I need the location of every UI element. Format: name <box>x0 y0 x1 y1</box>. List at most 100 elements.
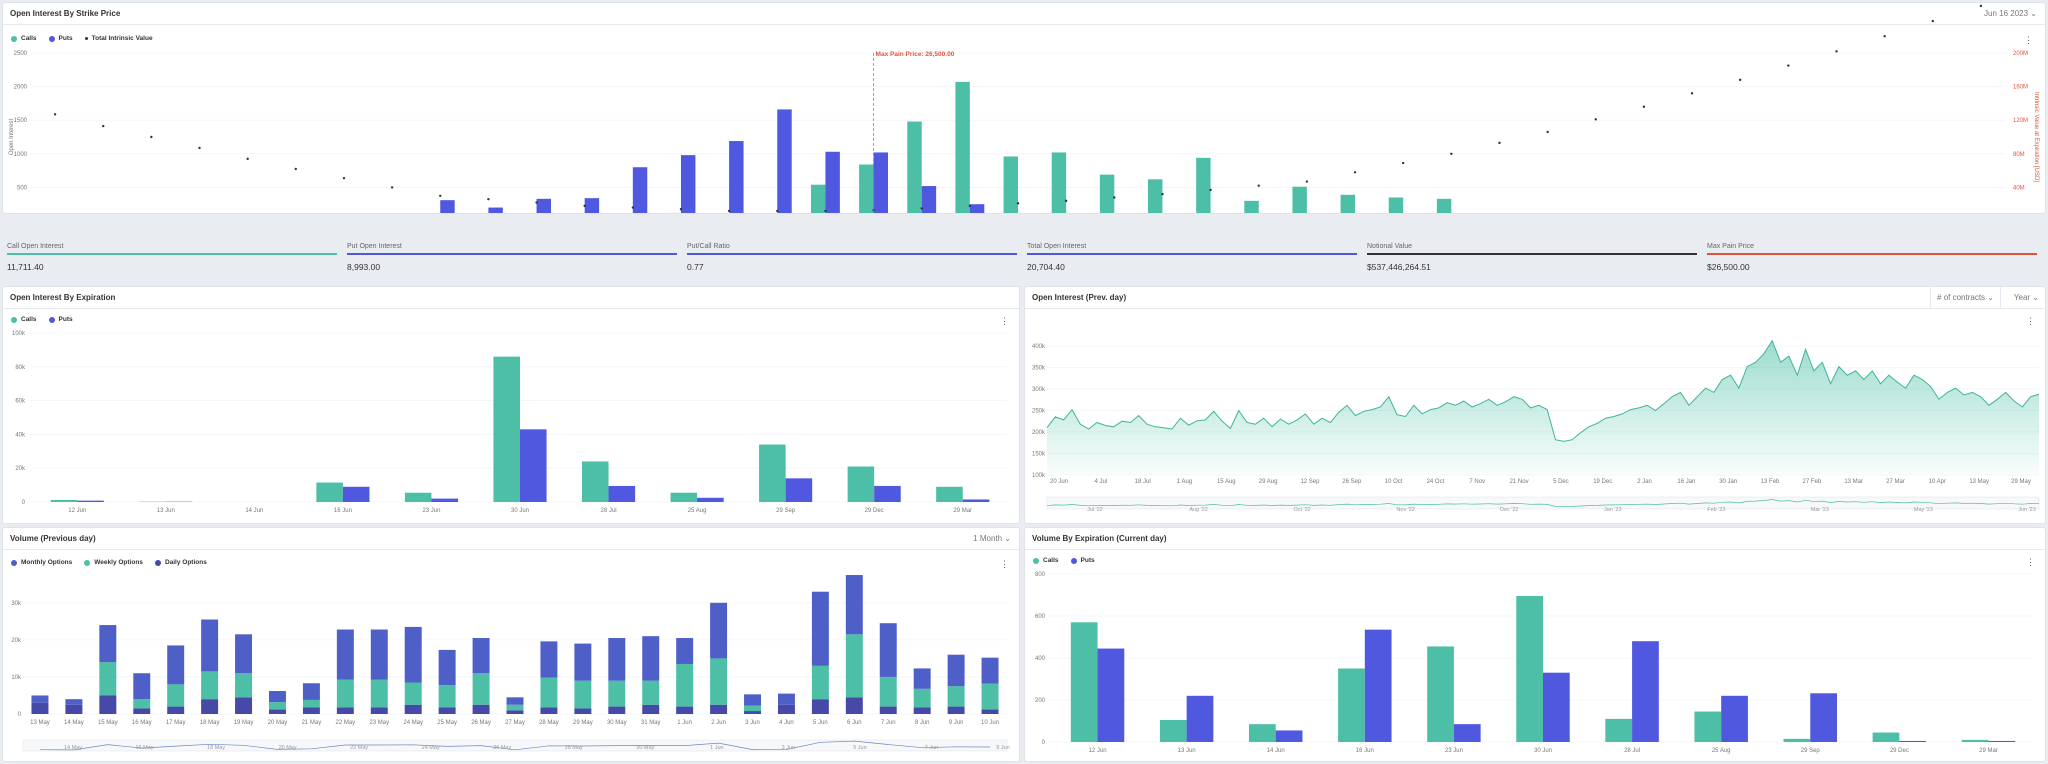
tiv-point <box>294 167 298 171</box>
oi-prev-panel: Open Interest (Prev. day) # of contracts… <box>1024 286 2046 524</box>
bar-daily-options <box>947 654 965 687</box>
oi-exp-x-tick-label: 25 Aug <box>688 508 707 514</box>
expiration-date-selector[interactable]: Jun 16 2023 ⌄ <box>1984 9 2037 18</box>
bar-puts <box>488 207 503 213</box>
legend-item-calls[interactable]: Calls <box>11 35 37 42</box>
strike-y2-tick-label: 200M <box>2013 51 2028 57</box>
oi-exp-x-tick-label: 13 Jun <box>157 508 175 514</box>
bar-calls <box>1436 198 1452 213</box>
bar-daily-options <box>710 602 728 659</box>
legend-item-puts[interactable]: Puts <box>48 35 73 42</box>
oi-prev-x-tick-label: 19 Dec <box>1593 479 1612 485</box>
tiv-point <box>727 209 731 213</box>
bar-monthly-options <box>336 707 354 714</box>
bar-puts <box>777 109 792 213</box>
legend-label: Daily Options <box>164 559 207 566</box>
bar-monthly-options <box>608 706 626 714</box>
stat-bar <box>1027 253 1357 255</box>
legend-item-calls[interactable]: Calls <box>11 316 37 323</box>
bar-daily-options <box>370 629 388 680</box>
oi-prev-tick-label: 200k <box>1032 430 1046 436</box>
bar-monthly-options <box>506 710 524 714</box>
legend-item-calls[interactable]: Calls <box>1033 557 1059 564</box>
stat-bar <box>687 253 1017 255</box>
legend-item-monthly[interactable]: Monthly Options <box>11 559 72 566</box>
bar-weekly-options <box>879 676 897 707</box>
vol-prev-x-tick-label: 19 May <box>234 720 254 726</box>
period-selector[interactable]: Year ⌄ <box>2014 293 2039 302</box>
tiv-point <box>1450 152 1453 155</box>
oi-exp-x-tick-label: 30 Jun <box>511 508 529 514</box>
stat-label: Put Open Interest <box>347 243 402 250</box>
bar-monthly-options <box>235 697 253 714</box>
bar-daily-options <box>302 683 320 700</box>
oi-exp-x-tick-label: 14 Jun <box>245 508 263 514</box>
stat-label: Put/Call Ratio <box>687 243 730 250</box>
legend-item-weekly[interactable]: Weekly Options <box>84 559 143 566</box>
bar-monthly-options <box>642 704 660 714</box>
vol-prev-title: Volume (Previous day) <box>10 534 96 543</box>
strike-y2-axis-label: Intrinsic Value at Expiration [USD] <box>2033 92 2039 182</box>
legend-item-puts[interactable]: Puts <box>48 316 73 323</box>
bar-monthly-options <box>710 704 728 714</box>
contracts-selector[interactable]: # of contracts ⌄ <box>1930 287 2001 309</box>
tiv-point <box>1257 184 1260 187</box>
contracts-selector-label: # of contracts <box>1937 293 1986 302</box>
vol-exp-tick-label: 600 <box>1035 614 1046 620</box>
vol-prev-x-tick-label: 30 May <box>607 720 627 726</box>
navigator-tick-label: May '23 <box>1914 507 1933 513</box>
bar-weekly-options <box>744 705 761 712</box>
navigator-tick-label: 16 May <box>136 745 154 751</box>
bar-daily-options <box>167 645 185 685</box>
navigator-tick-label: 1 Jun <box>710 745 723 751</box>
vol-exp-x-tick-label: 29 Mar <box>1979 748 1998 754</box>
oi-exp-x-tick-label: 16 Jun <box>334 508 352 514</box>
more-options-icon[interactable]: ⋮ <box>1000 316 1009 326</box>
range-selector[interactable]: 1 Month ⌄ <box>973 534 1011 543</box>
vol-prev-x-tick-label: 25 May <box>437 720 457 726</box>
oi-prev-tick-label: 300k <box>1032 387 1046 393</box>
bar-weekly-options <box>269 702 286 710</box>
tiv-point <box>342 176 346 180</box>
oi-exp-tick-label: 20k <box>15 466 26 472</box>
legend-label: Total Intrinsic Value <box>91 35 153 42</box>
bar-calls <box>1338 668 1365 742</box>
oi-exp-tick-label: 100k <box>12 331 26 337</box>
more-options-icon[interactable]: ⋮ <box>2026 316 2035 326</box>
more-options-icon[interactable]: ⋮ <box>2024 35 2033 45</box>
oi-prev-tick-label: 400k <box>1032 344 1046 350</box>
oi-exp-tick-label: 0 <box>22 500 26 506</box>
vol-exp-panel: Volume By Expiration (Current day) Calls… <box>1024 527 2046 762</box>
max-pain-label: Max Pain Price: 26,500.00 <box>876 51 955 58</box>
tiv-point <box>1161 192 1164 196</box>
bar-calls <box>907 121 922 213</box>
bar-daily-options <box>472 638 490 674</box>
legend-item-tiv[interactable]: Total Intrinsic Value <box>84 35 153 42</box>
vol-prev-x-tick-label: 14 May <box>64 720 84 726</box>
vol-exp-chart: 0 200 400 600 800 12 Jun 13 Jun 14 Jun 16 Jun 23 … <box>1035 572 2033 754</box>
strike-y-axis-label: Open Interest <box>9 118 15 155</box>
bar-calls <box>666 212 681 213</box>
bar-puts <box>1275 730 1303 742</box>
vol-exp-x-tick-label: 13 Jun <box>1178 748 1196 754</box>
bar-puts <box>921 186 937 213</box>
vol-exp-x-tick-label: 25 Aug <box>1712 748 1731 754</box>
tiv-point <box>1209 188 1212 192</box>
oi-prev-x-tick-label: 21 Nov <box>1510 479 1529 485</box>
legend-item-daily[interactable]: Daily Options <box>154 559 207 566</box>
oi-prev-x-tick-label: 13 Feb <box>1761 479 1780 485</box>
more-options-icon[interactable]: ⋮ <box>2026 557 2035 567</box>
bar-calls <box>1872 732 1900 742</box>
strike-y2-tick-label: 120M <box>2013 118 2028 124</box>
navigator-tick-label: 26 May <box>493 745 511 751</box>
bar-monthly-options <box>472 704 490 714</box>
bar-monthly-options <box>676 706 694 714</box>
bar-puts <box>608 485 636 502</box>
legend-item-puts[interactable]: Puts <box>1070 557 1095 564</box>
tiv-point <box>1979 4 1983 8</box>
chevron-down-icon: ⌄ <box>1004 534 1011 543</box>
vol-prev-x-tick-label: 10 Jun <box>981 720 999 726</box>
more-options-icon[interactable]: ⋮ <box>1000 559 1009 569</box>
tiv-point <box>1016 202 1020 205</box>
bar-daily-options <box>642 636 660 681</box>
